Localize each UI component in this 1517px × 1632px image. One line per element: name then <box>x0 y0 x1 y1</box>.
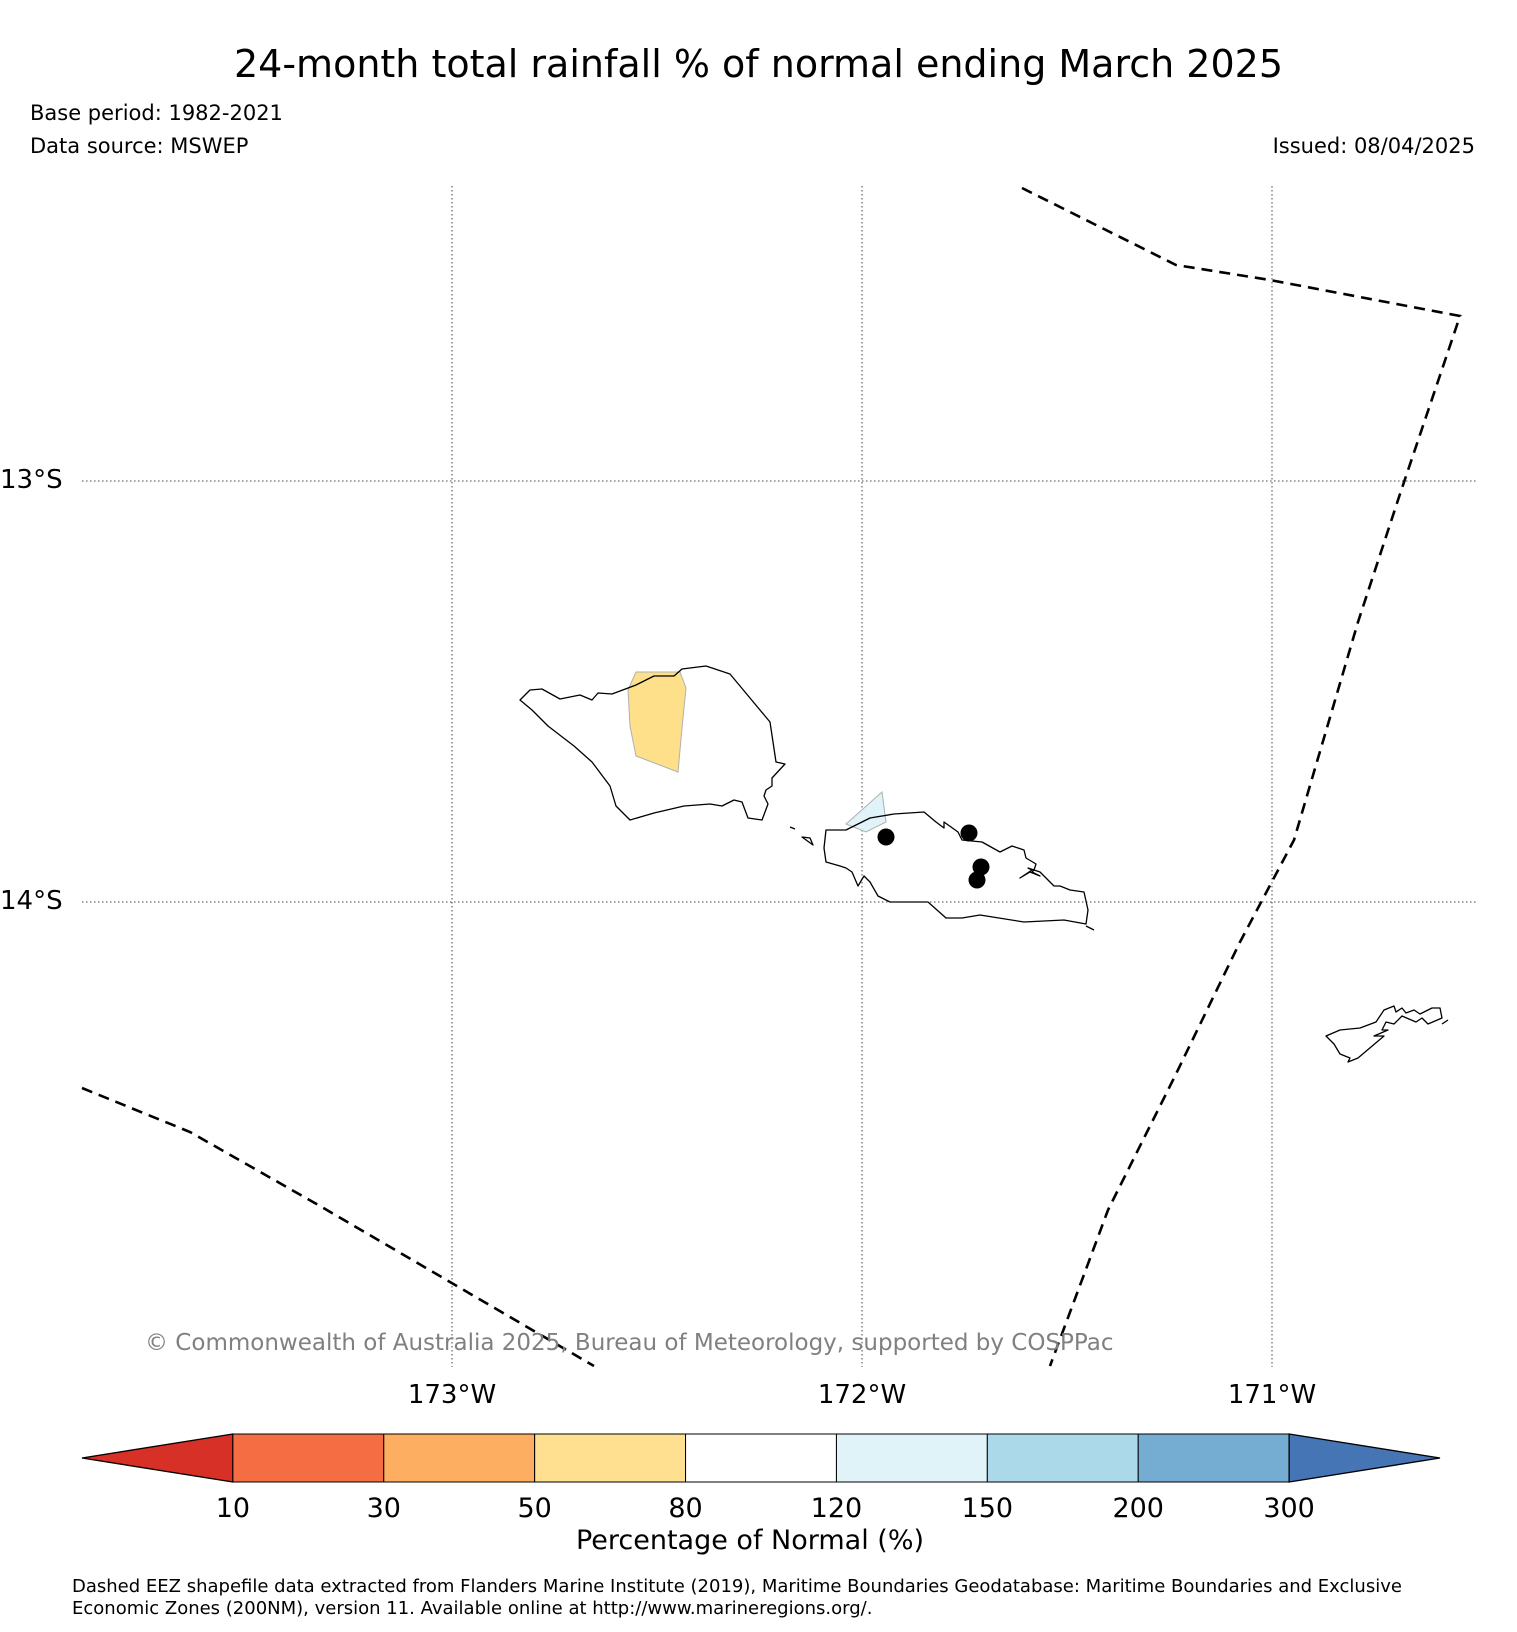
coast-apolima <box>801 836 814 846</box>
colorbar-tick-label: 30 <box>367 1493 401 1524</box>
colorbar-segment <box>835 1433 988 1483</box>
colorbar-extend-high <box>1288 1433 1441 1483</box>
colorbar-segment <box>534 1433 687 1483</box>
colorbar-tick-label: 50 <box>517 1493 551 1524</box>
dry-patch-savaii <box>627 671 687 773</box>
colorbar-segment <box>383 1433 536 1483</box>
coast-savaii <box>519 665 786 821</box>
station-marker <box>968 871 986 889</box>
colorbar-tick-label: 120 <box>811 1493 863 1524</box>
station-marker <box>972 858 990 876</box>
colorbar-segment <box>1137 1433 1290 1483</box>
coast-upolu-tip <box>1085 925 1095 931</box>
issued-date-label: Issued: 08/04/2025 <box>1272 134 1475 158</box>
colorbar-tick-label: 300 <box>1263 1493 1315 1524</box>
colorbar-segment <box>986 1433 1139 1483</box>
colorbar-segment <box>232 1433 385 1483</box>
colorbar-tick-label: 10 <box>216 1493 250 1524</box>
station-marker <box>960 824 978 842</box>
station-marker <box>877 828 895 846</box>
coast-manono <box>789 826 796 830</box>
eez-boundaries <box>81 186 1462 1368</box>
coast-upolu <box>823 811 1089 925</box>
footer-line-2: Economic Zones (200NM), version 11. Avai… <box>72 1598 873 1619</box>
base-period-label: Base period: 1982-2021 <box>30 101 283 125</box>
wet-patch-upolu <box>845 791 887 833</box>
colorbar: 10 30 50 80 120 150 200 300 <box>81 1433 1441 1524</box>
lon-label-172w: 172°W <box>818 1380 906 1410</box>
eez-boundary-southwest <box>81 1086 595 1368</box>
footer-credit: Dashed EEZ shapefile data extracted from… <box>0 1576 1517 1620</box>
colorbar-extend-low <box>81 1433 234 1483</box>
lon-label-171w: 171°W <box>1228 1380 1316 1410</box>
data-source-label: Data source: MSWEP <box>30 134 249 158</box>
coast-tutuila <box>1325 1005 1443 1063</box>
footer-line-1: Dashed EEZ shapefile data extracted from… <box>72 1576 1402 1597</box>
colorbar-segment <box>685 1433 837 1483</box>
lon-label-173w: 173°W <box>408 1380 496 1410</box>
copyright-watermark: © Commonwealth of Australia 2025, Bureau… <box>145 1330 1114 1356</box>
colorbar-title: Percentage of Normal (%) <box>576 1525 924 1556</box>
graticule <box>82 186 1478 1367</box>
station-markers <box>877 824 990 889</box>
coastlines <box>519 665 1449 1063</box>
colorbar-tick-label: 200 <box>1112 1493 1164 1524</box>
lat-label-13s: 13°S <box>0 465 63 495</box>
lat-label-14s: 14°S <box>0 886 63 916</box>
coast-tutuila-tip <box>1441 1019 1449 1025</box>
eez-boundary-north <box>1021 186 1462 1367</box>
colorbar-tick-label: 80 <box>668 1493 702 1524</box>
page-title: 24-month total rainfall % of normal endi… <box>233 42 1284 86</box>
colorbar-tick-label: 150 <box>962 1493 1014 1524</box>
